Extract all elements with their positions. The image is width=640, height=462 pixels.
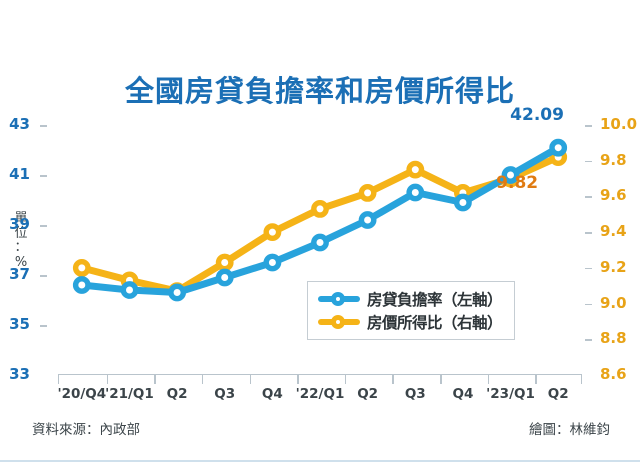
left-axis-tick-label: 41	[9, 165, 30, 183]
left-axis-tick	[40, 225, 47, 227]
x-axis-label: Q2	[166, 386, 188, 402]
x-axis-tick	[487, 375, 490, 384]
right-axis-tick-label: 9.8	[600, 150, 627, 169]
x-axis-tick	[249, 375, 252, 384]
right-axis: 8.6 8.8 9.0 9.2 9.4 9.6 9.8 10.0	[584, 0, 640, 460]
x-axis-label: Q3	[214, 386, 236, 402]
x-axis-tick	[201, 375, 204, 384]
x-axis-tick	[106, 375, 109, 384]
data-point-marker[interactable]	[168, 283, 187, 302]
right-axis-tick	[585, 303, 592, 306]
data-point-marker[interactable]	[358, 211, 377, 229]
x-axis-label: '20/Q4	[57, 386, 107, 402]
series-line	[78, 153, 562, 295]
x-axis-label: Q4	[261, 386, 283, 402]
x-axis-label: '23/Q1	[486, 386, 535, 402]
right-axis-tick-label: 8.6	[600, 365, 627, 383]
legend-item-0[interactable]: 房貸負擔率（左軸）	[318, 287, 503, 310]
left-axis-tick-label: 43	[9, 115, 30, 133]
unit-char-2: ：	[14, 240, 28, 256]
right-axis-tick	[585, 232, 592, 234]
legend-marker-icon-orange	[318, 314, 360, 330]
right-axis-tick	[585, 125, 592, 127]
legend-label-1: 房價所得比（右軸）	[367, 313, 503, 332]
data-point-marker[interactable]	[72, 276, 91, 294]
left-axis-tick	[40, 125, 47, 127]
credit-note: 繪圖：林維鈞	[529, 422, 610, 438]
data-point-marker[interactable]	[120, 281, 139, 299]
series-lines	[72, 138, 568, 302]
data-point-marker[interactable]	[263, 253, 282, 272]
x-axis-label: Q2	[547, 386, 569, 402]
unit-char-0: 單	[14, 211, 28, 226]
data-point-marker[interactable]	[453, 193, 472, 212]
left-axis-tick	[40, 325, 47, 327]
x-axis-label: Q2	[357, 386, 379, 402]
unit-char-1: 位	[14, 225, 28, 241]
x-axis-label: '21/Q1	[105, 386, 154, 402]
data-point-marker[interactable]	[501, 166, 520, 184]
data-point-marker[interactable]	[311, 233, 329, 252]
right-axis-tick-label: 10.0	[600, 115, 638, 133]
legend-item-1[interactable]: 房價所得比（右軸）	[318, 310, 503, 333]
data-point-marker[interactable]	[549, 138, 568, 157]
x-axis-label: Q3	[404, 386, 426, 402]
data-point-marker[interactable]	[215, 268, 234, 287]
data-point-marker[interactable]	[263, 223, 282, 242]
right-axis-tick	[585, 267, 592, 270]
left-axis-tick-label: 37	[9, 265, 30, 283]
right-axis-tick-label: 8.8	[600, 329, 627, 348]
data-value-label: 9.82	[496, 173, 539, 194]
x-axis-tick	[440, 375, 442, 384]
plot-area	[58, 125, 582, 375]
right-axis-tick-label: 9.4	[600, 222, 627, 241]
unit-char-3: %	[14, 254, 28, 270]
data-point-marker[interactable]	[72, 258, 91, 277]
data-value-label: 42.09	[510, 104, 564, 125]
x-axis-tick	[297, 375, 299, 384]
source-note: 資料來源：內政部	[32, 422, 140, 438]
legend-label-0: 房貸負擔率（左軸）	[367, 290, 503, 309]
left-axis-tick-label: 35	[9, 315, 30, 333]
page-title: 全國房貸負擔率和房價所得比	[124, 74, 515, 108]
data-point-marker[interactable]	[406, 160, 425, 179]
left-axis-tick	[40, 275, 47, 277]
series-line	[78, 144, 562, 296]
data-point-marker[interactable]	[215, 253, 234, 272]
x-axis-tick	[535, 375, 537, 384]
data-point-marker[interactable]	[406, 183, 425, 202]
x-axis-tick	[392, 375, 394, 384]
left-axis-tick	[40, 175, 47, 177]
right-axis-tick-label: 9.2	[600, 257, 627, 276]
left-axis-tick-label: 33	[9, 365, 30, 383]
x-axis-frame	[58, 374, 582, 384]
x-axis-tick	[154, 375, 156, 384]
right-axis-tick-label: 9.0	[600, 293, 627, 312]
legend-marker-icon-blue	[318, 291, 360, 307]
right-axis-tick	[585, 160, 592, 163]
x-axis-label: Q4	[452, 386, 474, 402]
left-axis: 33 35 37 39 41 43	[0, 0, 47, 460]
right-axis-tick-label: 9.6	[600, 186, 627, 205]
y-axis-unit-label: 單 位 ： %	[12, 211, 30, 270]
right-axis-tick	[585, 196, 592, 198]
right-axis-tick	[585, 339, 592, 341]
x-axis-label: '22/Q1	[295, 386, 345, 402]
data-point-marker[interactable]	[311, 200, 329, 218]
x-axis-tick	[344, 375, 347, 384]
left-axis-tick-label: 39	[9, 215, 30, 233]
legend: 房貸負擔率（左軸） 房價所得比（右軸）	[307, 281, 516, 340]
data-point-marker[interactable]	[358, 184, 377, 202]
